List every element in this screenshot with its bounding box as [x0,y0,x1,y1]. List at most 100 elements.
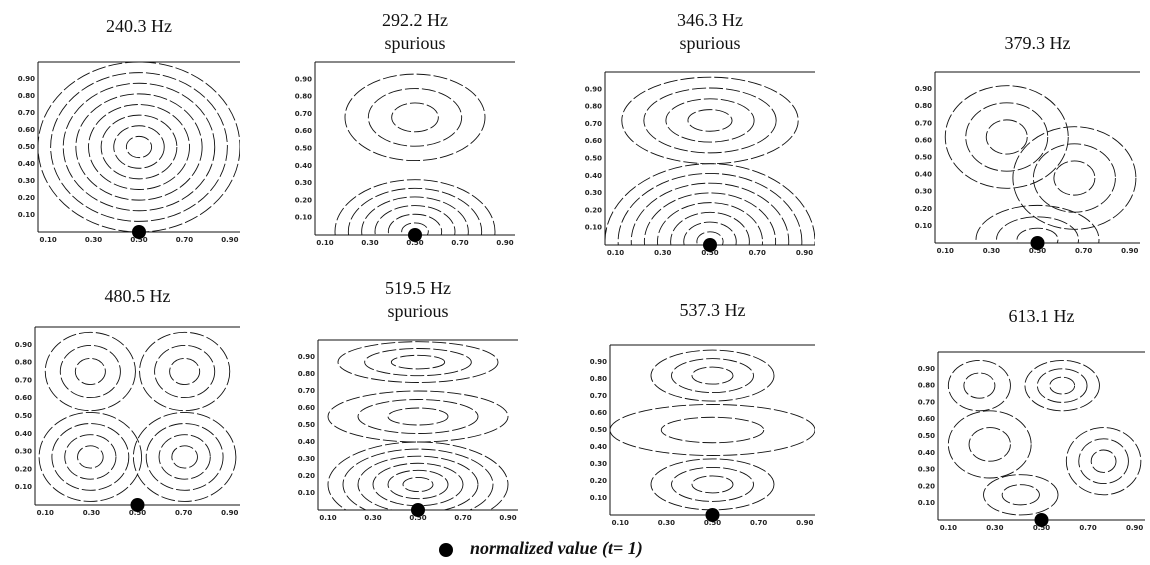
contour-line [64,434,117,480]
source-marker [130,498,145,512]
contour-line [75,93,203,201]
contour-line [1032,143,1116,213]
source-marker [705,508,720,522]
y-tick-label: 0.30 [295,179,312,187]
contour-line [158,434,211,480]
contour-line [169,357,201,386]
y-tick-label: 0.50 [918,432,935,440]
y-tick-label: 0.10 [298,489,315,497]
y-tick-label: 0.50 [18,143,35,151]
source-marker [703,238,717,252]
contour-line [617,172,803,245]
y-tick-label: 0.30 [590,460,607,468]
y-tick-label: 0.50 [585,155,602,163]
contour-line [367,88,463,147]
contour-line [643,192,777,245]
y-tick-label: 0.80 [918,382,935,390]
x-tick-label: 0.10 [940,524,957,532]
x-tick-label: 0.70 [1079,524,1096,532]
contour-line [347,187,483,235]
y-tick-label: 0.30 [15,448,32,456]
contour-line [357,399,479,434]
y-tick-label: 0.60 [915,136,932,144]
y-tick-label: 0.70 [918,398,935,406]
contour-line [387,213,443,235]
x-tick-label: 0.30 [654,249,671,257]
y-tick-label: 0.20 [295,196,312,204]
contour-line [691,366,734,385]
y-tick-label: 0.80 [585,103,602,111]
contour-plot [610,349,815,511]
contour-line [357,455,479,510]
contour-plot [327,341,509,510]
panel-title: 346.3 Hz [677,10,743,30]
x-tick-label: 0.50 [701,249,718,257]
x-tick-label: 0.70 [1075,247,1092,255]
y-tick-label: 0.60 [298,404,315,412]
contour-line [100,114,178,180]
y-tick-label: 0.30 [298,455,315,463]
contour-plot [944,85,1137,243]
y-tick-label: 0.20 [15,465,32,473]
x-tick-label: 0.70 [749,249,766,257]
y-tick-label: 0.80 [295,93,312,101]
contour-line [671,358,754,394]
y-tick-label: 0.90 [918,365,935,373]
contour-line [621,76,799,165]
panel-title: 240.3 Hz [106,16,172,36]
y-tick-label: 0.60 [15,394,32,402]
y-tick-label: 0.40 [295,162,312,170]
y-tick-label: 0.20 [585,206,602,214]
contour-line [334,179,496,235]
contour-line [605,163,815,245]
contour-line [344,73,486,162]
y-tick-label: 0.90 [585,85,602,93]
y-tick-label: 0.70 [585,120,602,128]
y-tick-label: 0.10 [590,494,607,502]
y-tick-label: 0.70 [295,110,312,118]
panel-title: 480.5 Hz [105,286,171,306]
x-tick-label: 0.50 [409,514,426,522]
x-tick-label: 0.30 [658,519,675,527]
contour-line [391,102,439,133]
source-marker [1030,236,1045,250]
source-marker [411,503,425,517]
y-tick-label: 0.30 [585,189,602,197]
y-tick-label: 0.90 [295,75,312,83]
y-tick-label: 0.40 [298,438,315,446]
contour-line [1012,126,1137,230]
contour-line [1078,438,1129,485]
contour-line [51,423,130,491]
contour-line [372,462,464,507]
contour-line [985,119,1028,155]
y-tick-label: 0.90 [15,341,32,349]
contour-line [1053,160,1096,196]
contour-line [401,222,429,235]
contour-line [660,416,765,444]
contour-line [696,231,724,245]
contour-plot [38,331,237,502]
contour-line [944,85,1069,189]
x-tick-label: 0.70 [451,239,468,247]
y-tick-label: 0.70 [915,119,932,127]
contour-line [361,196,469,235]
contour-line [1036,368,1088,403]
x-tick-label: 0.30 [364,514,381,522]
contour-line [963,372,996,399]
panel-title: 379.3 Hz [1005,33,1071,53]
y-tick-label: 0.80 [590,375,607,383]
y-tick-label: 0.20 [18,194,35,202]
x-tick-label: 0.30 [986,524,1003,532]
contour-line [691,475,734,494]
y-tick-label: 0.90 [590,358,607,366]
panel-title: 292.2 Hz [382,10,448,30]
x-tick-label: 0.70 [175,509,192,517]
y-tick-label: 0.50 [915,154,932,162]
y-tick-label: 0.50 [298,421,315,429]
x-tick-label: 0.50 [406,239,423,247]
contour-line [402,476,434,493]
panel-title: 519.5 Hz [385,278,451,298]
x-tick-label: 0.30 [983,247,1000,255]
contour-line [975,204,1100,243]
